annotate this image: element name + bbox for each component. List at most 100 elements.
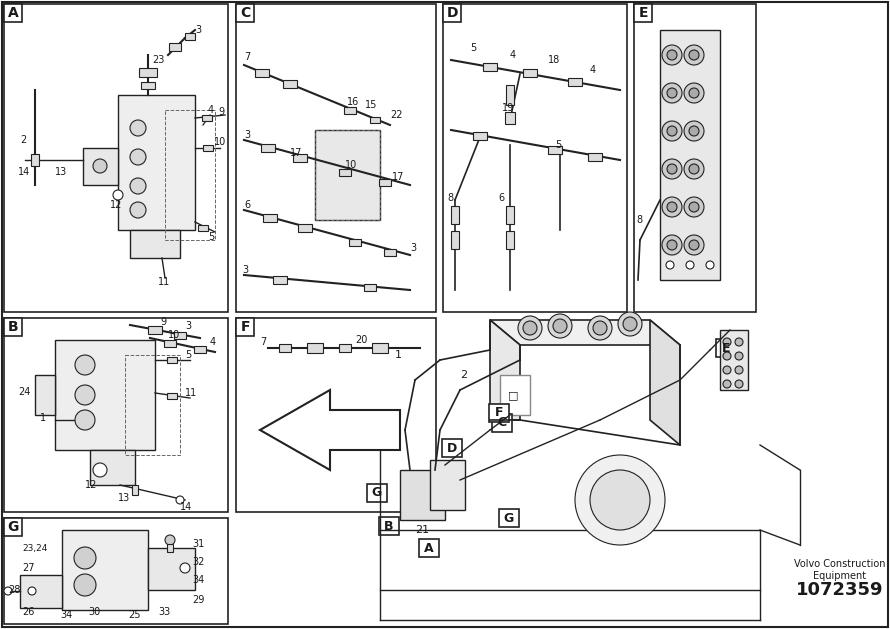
Bar [505, 112, 515, 124]
Circle shape [662, 45, 682, 65]
Bar [451, 206, 459, 224]
Text: 5: 5 [208, 232, 214, 242]
Bar [588, 153, 602, 161]
Text: 34: 34 [192, 575, 204, 585]
Text: 4: 4 [208, 105, 214, 115]
Circle shape [723, 380, 731, 388]
Text: 22: 22 [390, 110, 402, 120]
Circle shape [666, 261, 674, 269]
Bar [236, 318, 436, 512]
Text: G: G [504, 511, 514, 525]
Text: 2: 2 [20, 135, 26, 145]
Text: 紫发动力
Diesel-Engines: 紫发动力 Diesel-Engines [53, 113, 167, 198]
Bar [483, 63, 497, 71]
Text: 3: 3 [242, 265, 248, 275]
Bar [20, 575, 62, 608]
Bar [35, 375, 55, 415]
Bar [148, 326, 162, 334]
Text: G: G [372, 486, 382, 499]
Bar [130, 230, 180, 258]
Text: D: D [447, 442, 457, 455]
Circle shape [590, 470, 650, 530]
Circle shape [689, 126, 699, 136]
Circle shape [735, 338, 743, 346]
Bar [236, 4, 436, 312]
Text: 14: 14 [18, 167, 30, 177]
Bar [379, 517, 399, 535]
Bar [83, 148, 118, 185]
Circle shape [684, 159, 704, 179]
Text: 32: 32 [192, 557, 205, 567]
Text: 21: 21 [415, 525, 429, 535]
Text: 3: 3 [195, 25, 201, 35]
Circle shape [735, 366, 743, 374]
Bar [660, 30, 720, 280]
Bar [139, 67, 157, 77]
Text: □: □ [508, 390, 519, 400]
Text: 4: 4 [590, 65, 596, 75]
Circle shape [735, 380, 743, 388]
Text: G: G [7, 520, 19, 534]
Circle shape [689, 240, 699, 250]
Bar [568, 78, 582, 86]
Bar [367, 484, 387, 502]
Circle shape [723, 352, 731, 360]
Bar [202, 115, 212, 121]
Bar [384, 248, 396, 255]
Text: 1072359: 1072359 [797, 581, 884, 599]
Text: 3: 3 [410, 243, 417, 253]
Circle shape [130, 149, 146, 165]
Bar [370, 117, 380, 123]
Bar [716, 339, 736, 357]
Bar [261, 144, 275, 152]
Bar [4, 518, 228, 624]
Text: 6: 6 [244, 200, 250, 210]
Circle shape [588, 316, 612, 340]
Bar [273, 276, 287, 284]
Text: 4: 4 [210, 337, 216, 347]
Bar [443, 4, 627, 312]
Bar [148, 548, 195, 590]
Circle shape [180, 563, 190, 573]
Circle shape [684, 121, 704, 141]
Text: F: F [240, 320, 250, 334]
Circle shape [74, 574, 96, 596]
Circle shape [662, 197, 682, 217]
Circle shape [662, 235, 682, 255]
Text: 27: 27 [22, 563, 35, 573]
Text: 17: 17 [290, 148, 303, 158]
Circle shape [735, 352, 743, 360]
Bar [307, 343, 323, 353]
Bar [141, 82, 155, 89]
Bar [489, 404, 509, 422]
Bar [293, 154, 307, 162]
Text: 5: 5 [470, 43, 476, 53]
Text: 5: 5 [185, 350, 191, 360]
Bar [4, 318, 22, 336]
Text: 15: 15 [365, 100, 377, 110]
Bar [118, 95, 195, 230]
Text: B: B [8, 320, 19, 334]
Text: 25: 25 [128, 610, 141, 620]
Text: 31: 31 [192, 539, 204, 549]
Bar [506, 85, 514, 105]
Text: 紫发动力
Diesel-Engines: 紫发动力 Diesel-Engines [278, 373, 392, 457]
Bar [419, 539, 439, 557]
Text: 11: 11 [185, 388, 198, 398]
Bar [174, 331, 186, 338]
Bar [169, 43, 181, 51]
Circle shape [130, 120, 146, 136]
Text: 3: 3 [185, 321, 191, 331]
Bar [506, 206, 514, 224]
Text: 3: 3 [244, 130, 250, 140]
Circle shape [667, 202, 677, 212]
Text: Volvo Construction
Equipment: Volvo Construction Equipment [794, 559, 886, 581]
Bar [442, 439, 462, 457]
Circle shape [662, 121, 682, 141]
Bar [4, 4, 22, 22]
Text: 34: 34 [60, 610, 72, 620]
Circle shape [130, 178, 146, 194]
Bar [548, 146, 562, 154]
Bar [165, 110, 215, 240]
Circle shape [662, 159, 682, 179]
